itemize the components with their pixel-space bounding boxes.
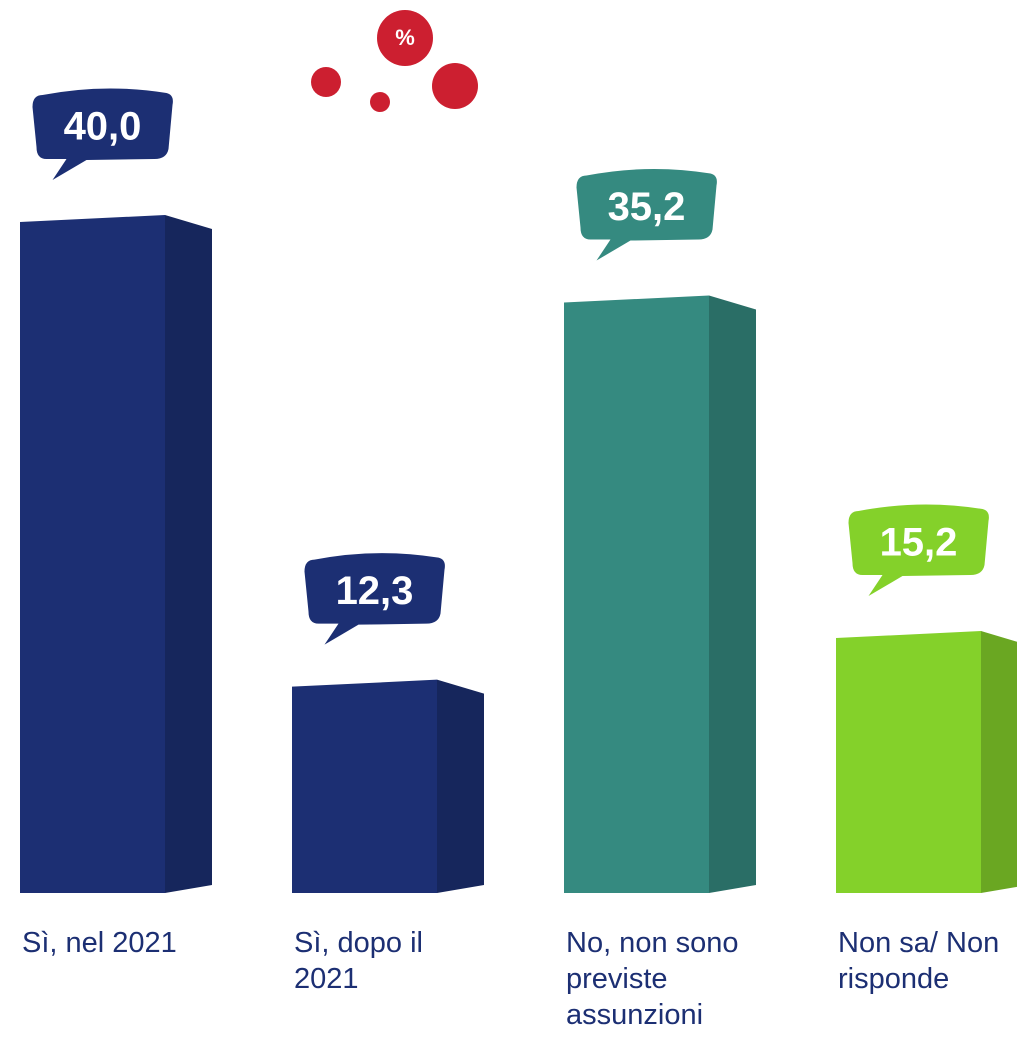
bar bbox=[564, 295, 709, 893]
dot bbox=[370, 92, 390, 112]
bar-side bbox=[437, 679, 484, 893]
unit-badge bbox=[377, 10, 433, 66]
category-label: Non sa/ Non risponde bbox=[838, 927, 1000, 995]
bar bbox=[20, 215, 165, 893]
category-label: Sì, dopo il 2021 bbox=[294, 927, 423, 995]
value-label: 15,2 bbox=[880, 521, 958, 565]
category-label: Sì, nel 2021 bbox=[22, 927, 177, 959]
bar bbox=[292, 679, 437, 893]
bar bbox=[836, 631, 981, 893]
unit-label: % bbox=[395, 25, 415, 50]
dot bbox=[311, 67, 341, 97]
value-callout bbox=[576, 168, 717, 261]
value-callout bbox=[304, 553, 445, 645]
bar-side bbox=[165, 215, 212, 893]
value-callout bbox=[848, 504, 989, 597]
value-label: 35,2 bbox=[608, 185, 686, 229]
value-label: 12,3 bbox=[336, 569, 414, 613]
bar-side bbox=[709, 295, 756, 893]
value-callout bbox=[32, 88, 173, 180]
category-label: No, non sono previste assunzioni bbox=[566, 927, 739, 1031]
bar-side bbox=[981, 631, 1017, 893]
dot bbox=[432, 63, 478, 109]
value-label: 40,0 bbox=[64, 105, 142, 149]
